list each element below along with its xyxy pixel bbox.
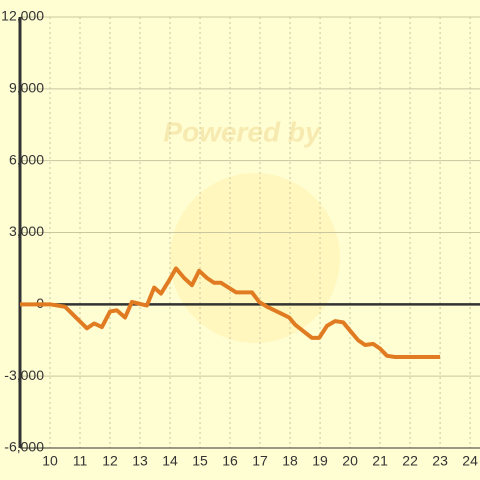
x-tick-label: 21 [372, 453, 388, 469]
y-tick-label: 6,000 [9, 151, 44, 167]
x-tick-label: 24 [462, 453, 478, 469]
x-tick-label: 23 [432, 453, 448, 469]
x-tick-label: 16 [222, 453, 238, 469]
watermark-logo [170, 173, 340, 343]
y-tick-label: -3,000 [4, 367, 44, 383]
x-tick-label: 20 [342, 453, 358, 469]
x-tick-label: 15 [192, 453, 208, 469]
x-tick-label: 14 [162, 453, 178, 469]
y-tick-label: 9,000 [9, 80, 44, 96]
data-line [20, 266, 441, 360]
x-tick-label: 12 [102, 453, 118, 469]
x-tick-label: 11 [73, 453, 88, 469]
y-tick-label: -6,000 [4, 439, 44, 455]
x-tick-label: 19 [312, 453, 328, 469]
x-tick-label: 17 [252, 453, 268, 469]
x-tick-label: 18 [282, 453, 298, 469]
x-tick-label: 13 [132, 453, 148, 469]
watermark: Powered by [163, 116, 322, 147]
y-tick-label: 3,000 [9, 223, 44, 239]
x-tick-label: 22 [402, 453, 418, 469]
x-tick-label: 10 [42, 453, 58, 469]
y-tick-label: 12,000 [1, 8, 44, 24]
